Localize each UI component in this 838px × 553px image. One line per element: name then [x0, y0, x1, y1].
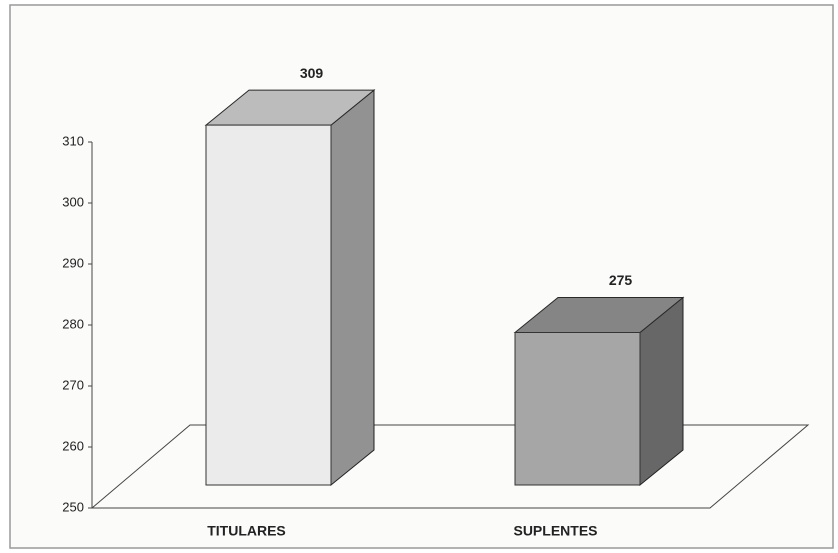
- data-label: 275: [609, 272, 633, 288]
- bar-side: [330, 89, 375, 487]
- bar: [514, 332, 641, 486]
- y-tick-label: 260: [62, 438, 84, 453]
- y-tick-label: 290: [62, 255, 84, 270]
- x-tick-label: SUPLENTES: [513, 523, 597, 539]
- y-tick-label: 280: [62, 316, 84, 331]
- y-tick-label: 310: [62, 133, 84, 148]
- x-tick-label: TITULARES: [207, 523, 286, 539]
- chart-frame: [9, 4, 834, 549]
- floor: [90, 424, 810, 509]
- bar: [205, 124, 332, 486]
- data-label: 309: [300, 65, 324, 81]
- y-tick-label: 270: [62, 377, 84, 392]
- y-tick-label: 300: [62, 194, 84, 209]
- y-tick-label: 250: [62, 499, 84, 514]
